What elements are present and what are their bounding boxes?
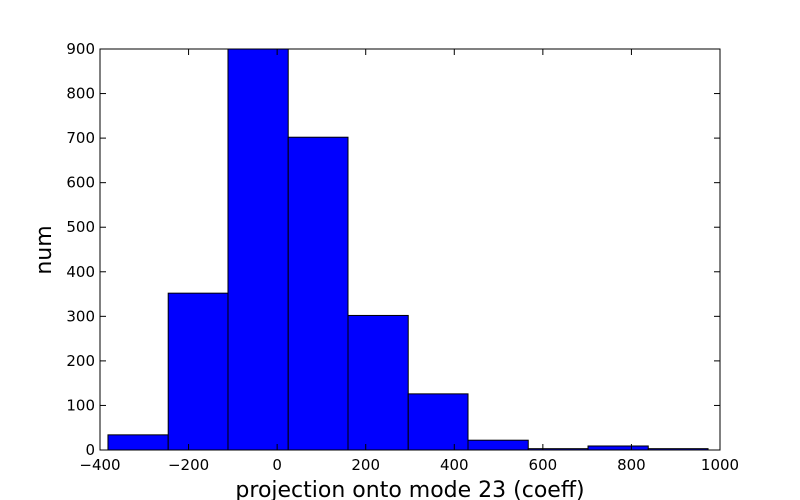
plot-frame	[99, 48, 721, 451]
x-tick-label: 400	[440, 456, 469, 474]
y-tick-label: 900	[66, 40, 95, 58]
histogram-bar-5	[407, 393, 469, 451]
y-tick-label: 800	[66, 85, 95, 103]
y-tick-label: 400	[66, 263, 95, 281]
x-tick-label: 0	[272, 456, 282, 474]
tick-labels: −400 −200 0 200 400 600 800 1000 0 100 200 300 400 50…	[66, 40, 739, 474]
histogram-bar-3	[287, 136, 349, 451]
y-tick-label: 100	[66, 396, 95, 414]
x-axis-title: projection onto mode 23 (coeff)	[235, 478, 584, 500]
histogram-bar-2	[227, 48, 289, 451]
y-tick-label: 500	[66, 218, 95, 236]
y-tick-label: 600	[66, 174, 95, 192]
x-tick-label: −400	[79, 456, 120, 474]
y-tick-label: 0	[85, 441, 95, 459]
y-tick-label: 700	[66, 129, 95, 147]
histogram-bar-6	[467, 439, 529, 451]
histogram-bar-4	[347, 314, 409, 451]
histogram-bar-8	[587, 445, 649, 451]
histogram-bar-1	[167, 292, 229, 451]
x-tick-label: 200	[351, 456, 380, 474]
y-axis-title: num	[32, 225, 57, 274]
x-tick-label: −200	[168, 456, 209, 474]
y-tick-label: 300	[66, 307, 95, 325]
x-tick-label: 1000	[701, 456, 739, 474]
bars	[107, 48, 709, 451]
histogram-bar-0	[107, 434, 169, 451]
x-tick-label: 800	[617, 456, 646, 474]
x-tick-label: 600	[529, 456, 558, 474]
y-tick-label: 200	[66, 352, 95, 370]
